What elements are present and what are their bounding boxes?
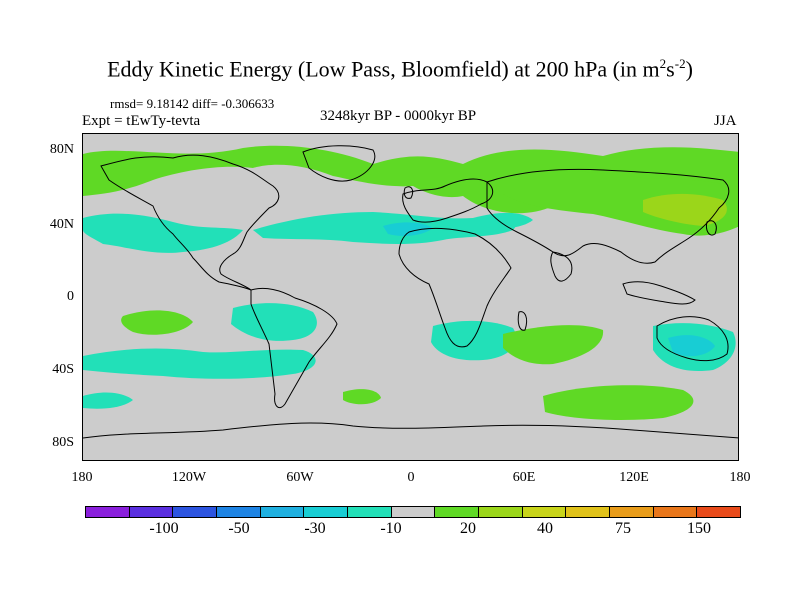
asia-outline	[486, 168, 730, 264]
colorbar-swatch	[566, 507, 611, 517]
colorbar-swatch	[653, 507, 698, 517]
atlantic-strong-negative	[383, 222, 433, 236]
map-panel	[82, 133, 739, 461]
colorbar-swatch	[391, 507, 436, 517]
india-outline	[550, 251, 573, 282]
lat-label-0: 0	[67, 289, 74, 304]
lon-label-120e: 120E	[619, 470, 649, 485]
lon-label-0: 0	[407, 470, 415, 485]
colorbar-label: -100	[149, 520, 179, 537]
australia-strong-negative	[668, 335, 715, 357]
n-pacific-negative-field	[83, 213, 243, 253]
lat-label-40n: 40N	[49, 217, 74, 232]
colorbar-label: -10	[380, 520, 402, 537]
lon-label-60e: 60E	[512, 470, 536, 485]
experiment-label: Expt = tEwTy-tevta	[82, 113, 201, 129]
colorbar	[85, 506, 741, 518]
s-pacific-small-positive	[343, 389, 381, 405]
japan-outline	[706, 220, 717, 236]
madagascar-outline	[517, 311, 528, 331]
colorbar-label: 40	[537, 520, 553, 537]
colorbar-swatch	[435, 507, 480, 517]
colorbar-swatch	[304, 507, 349, 517]
africa-outline	[398, 227, 512, 348]
australia-outline	[656, 316, 729, 362]
map-title: Eddy Kinetic Energy (Low Pass, Bloomfiel…	[107, 56, 693, 82]
lat-label-80s: 80S	[52, 435, 74, 450]
colorbar-label: 20	[460, 520, 476, 537]
s-america-negative-field	[231, 303, 317, 341]
colorbar-swatch	[260, 507, 305, 517]
colorbar-label: 150	[687, 520, 711, 537]
uk-outline	[403, 186, 414, 199]
east-asia-strong-positive	[643, 193, 727, 226]
colorbar-swatch	[348, 507, 392, 517]
lon-label-180e: 180	[729, 470, 751, 485]
antarctica-outline	[83, 422, 738, 439]
colorbar-label: 75	[615, 520, 631, 537]
rmsd-diff-stats: rmsd= 9.18142 diff= -0.306633	[110, 96, 275, 111]
far-south-pacific-negative	[83, 392, 133, 409]
south-africa-negative-field	[431, 320, 517, 361]
colorbar-swatch	[86, 507, 130, 517]
southern-ocean-positive-field	[543, 385, 694, 420]
lat-label-80n: 80N	[49, 142, 74, 157]
colorbar-swatch	[129, 507, 174, 517]
lon-label-120w: 120W	[171, 470, 207, 485]
maritime-asia-outline	[622, 281, 696, 305]
colorbar-label: -50	[228, 520, 250, 537]
colorbar-swatch	[479, 507, 523, 517]
colorbar-swatch	[173, 507, 218, 517]
colorbar-swatch	[217, 507, 261, 517]
coastlines	[83, 145, 738, 439]
colorbar-swatch	[522, 507, 567, 517]
season-label: JJA	[714, 113, 737, 129]
colorbar-swatch	[697, 507, 741, 517]
lon-label-180w: 180	[71, 470, 93, 485]
s-indian-positive-field	[503, 325, 604, 365]
greenland-outline	[302, 145, 376, 182]
europe-outline	[402, 178, 494, 223]
world-map	[83, 134, 738, 460]
lat-label-40s: 40S	[52, 362, 74, 377]
anomaly-fields	[83, 145, 738, 420]
lon-label-60w: 60W	[286, 470, 314, 485]
middle-east-negative-field	[473, 212, 533, 229]
period-label: 3248kyr BP - 0000kyr BP	[320, 108, 477, 124]
s-atlantic-negative-field	[83, 348, 316, 379]
s-pacific-positive-patch	[121, 310, 193, 335]
south-america-outline	[250, 287, 338, 409]
colorbar-label: -30	[304, 520, 326, 537]
colorbar-swatch	[610, 507, 654, 517]
north-america-outline	[100, 154, 280, 291]
